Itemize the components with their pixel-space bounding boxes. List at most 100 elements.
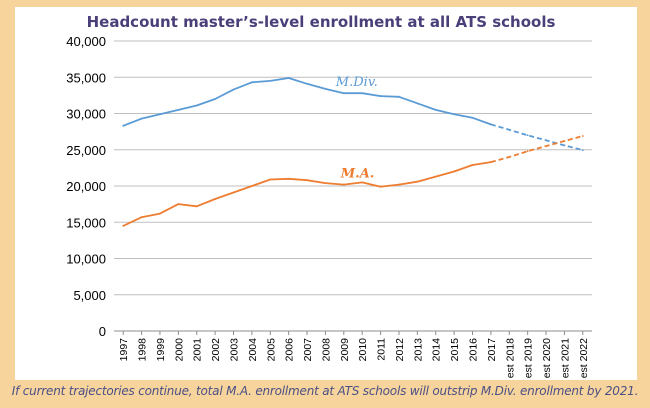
x-tick-label: est 2018: [504, 338, 516, 378]
x-tick-label: 2000: [173, 338, 185, 362]
x-tick-label: 2012: [394, 338, 406, 362]
x-axis: 1997 1998 1999 2000 2001 2002 2003 2004 2005 2006…: [118, 331, 590, 378]
x-tick-label: 2009: [339, 338, 351, 362]
data-point-mdiv: [214, 98, 217, 100]
data-point-ma: [122, 224, 125, 227]
data-point-ma: [379, 185, 382, 188]
data-point-ma: [526, 150, 529, 153]
data-point-mdiv: [581, 149, 584, 152]
x-tick-label: 1998: [137, 338, 149, 362]
chart-panel: Headcount master’s-level enrollment at a…: [15, 7, 637, 380]
data-point-mdiv: [287, 77, 290, 79]
data-point-mdiv: [159, 113, 161, 116]
y-tick-label: 30,000: [66, 107, 106, 122]
data-point-ma: [232, 191, 235, 194]
x-tick-label: 2016: [468, 338, 480, 362]
y-tick-label: 40,000: [66, 34, 106, 49]
data-point-ma: [453, 170, 456, 173]
series-line-ma-estimate: [490, 135, 584, 163]
series-line-mdiv-estimate: [490, 123, 584, 151]
data-point-mdiv: [471, 116, 474, 119]
x-tick-label: est 2019: [523, 338, 535, 378]
x-tick-label: est 2020: [541, 338, 553, 378]
data-point-ma: [563, 140, 566, 142]
data-point-ma: [489, 161, 492, 163]
y-axis: 0 5,000 10,000 15,000 20,000 25,000 30,000 35,0…: [66, 34, 106, 339]
series-line-mdiv: [122, 77, 492, 127]
data-point-ma: [140, 216, 143, 219]
y-tick-label: 0: [99, 324, 106, 339]
series-line-ma: [122, 161, 492, 227]
x-tick-label: 2006: [284, 338, 296, 362]
y-tick-label: 20,000: [66, 179, 106, 194]
data-point-ma: [398, 183, 400, 186]
data-point-mdiv: [140, 117, 143, 120]
series-label-mdiv: M.Div.: [335, 75, 378, 90]
y-tick-label: 10,000: [66, 252, 106, 267]
gridlines: [114, 40, 592, 332]
x-tick-label: 2010: [357, 338, 369, 362]
chart: Headcount master’s-level enrollment at a…: [66, 13, 592, 378]
x-tick-label: 2013: [412, 338, 424, 362]
data-point-ma: [269, 178, 272, 181]
y-tick-label: 35,000: [66, 70, 106, 85]
x-tick-label: 2007: [302, 338, 314, 362]
data-point-ma: [250, 185, 253, 187]
data-point-ma: [581, 135, 584, 137]
series-lines: [122, 77, 584, 227]
x-tick-label: 2004: [247, 338, 259, 362]
data-point-mdiv: [453, 113, 456, 116]
y-tick-label: 5,000: [73, 288, 106, 303]
x-tick-label: est 2021: [559, 338, 571, 378]
data-point-mdiv: [563, 144, 566, 147]
data-point-mdiv: [324, 87, 327, 90]
data-point-ma: [342, 183, 345, 186]
x-tick-label: 2005: [265, 338, 277, 362]
x-tick-label: 2015: [449, 338, 461, 362]
y-tick-label: 15,000: [66, 215, 106, 230]
data-point-mdiv: [489, 123, 492, 126]
y-tick-label: 25,000: [66, 143, 106, 158]
data-point-mdiv: [269, 79, 272, 82]
data-point-ma: [195, 205, 198, 208]
data-point-ma: [361, 181, 364, 184]
x-tick-label: 2014: [431, 338, 443, 362]
x-tick-label: 2011: [376, 338, 388, 361]
data-point-mdiv: [398, 95, 400, 98]
data-point-mdiv: [361, 92, 364, 95]
series-label-ma: M.A.: [340, 167, 375, 182]
data-point-mdiv: [306, 82, 308, 85]
data-point-ma: [508, 156, 511, 158]
data-point-mdiv: [122, 124, 125, 127]
data-point-mdiv: [232, 88, 235, 91]
data-point-ma: [545, 145, 547, 148]
figure-caption: If current trajectories continue, total …: [11, 384, 639, 398]
x-tick-label: 2017: [486, 338, 498, 362]
data-point-mdiv: [250, 81, 253, 84]
x-tick-label: 2002: [210, 338, 222, 362]
chart-title: Headcount master’s-level enrollment at a…: [87, 13, 556, 31]
data-point-mdiv: [545, 139, 547, 142]
data-point-mdiv: [379, 95, 382, 97]
data-point-ma: [306, 179, 308, 182]
x-tick-label: est 2022: [578, 338, 590, 378]
x-tick-label: 1999: [155, 338, 167, 362]
data-point-mdiv: [508, 128, 511, 131]
data-point-ma: [287, 177, 290, 180]
x-tick-label: 2008: [320, 338, 332, 362]
data-point-mdiv: [526, 134, 529, 137]
data-point-ma: [471, 164, 474, 166]
x-tick-label: 2001: [192, 338, 204, 362]
data-point-mdiv: [177, 108, 180, 111]
data-point-ma: [324, 182, 327, 185]
data-point-mdiv: [195, 104, 198, 107]
data-point-ma: [214, 198, 217, 200]
data-point-ma: [416, 180, 419, 183]
x-tick-label: 1997: [118, 338, 130, 362]
data-point-mdiv: [342, 92, 345, 95]
data-point-ma: [159, 212, 161, 215]
data-point-ma: [434, 175, 437, 178]
x-tick-label: 2003: [229, 338, 241, 362]
data-point-mdiv: [434, 108, 437, 111]
data-point-ma: [177, 203, 180, 206]
